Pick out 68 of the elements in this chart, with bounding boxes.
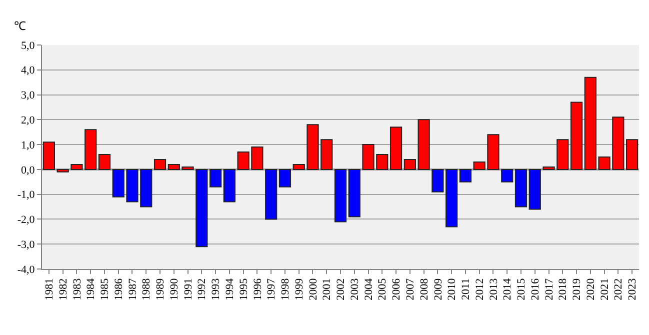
x-tick-label: 1981 (44, 278, 56, 300)
bar (278, 168, 292, 188)
x-tick-label: 1983 (71, 278, 84, 300)
x-tick-label: 2001 (321, 278, 334, 300)
x-tick-label: 2015 (516, 278, 528, 300)
y-tick-label: 5,0 (21, 40, 36, 52)
x-tick-label: 1995 (238, 278, 250, 300)
x-tick-label: 2014 (502, 278, 514, 300)
x-tick-label: 1991 (182, 278, 194, 300)
x-tick-label: 2010 (446, 278, 458, 300)
x-tick-label: 2012 (474, 278, 486, 300)
y-tick-label: 0,0 (21, 164, 36, 176)
y-tick-label: 2,0 (21, 114, 36, 127)
y-tick-label: 3,0 (21, 90, 36, 102)
x-tick-label: 1982 (57, 278, 70, 300)
x-tick-label: 2022 (612, 278, 625, 300)
bar (334, 168, 347, 222)
x-tick-label: 1993 (210, 278, 222, 300)
bar (626, 139, 638, 170)
y-tick-label: 1,0 (21, 139, 36, 152)
x-tick-label: 1984 (85, 278, 98, 300)
bar (98, 154, 111, 170)
x-tick-label: 2005 (376, 278, 389, 300)
bar (154, 158, 166, 170)
x-tick-label: 1988 (140, 278, 153, 300)
bar (570, 102, 583, 170)
bar (223, 168, 236, 202)
y-tick-label: 4,0 (21, 64, 36, 77)
x-tick-label: 2003 (348, 278, 361, 300)
x-tick-label: 2011 (460, 278, 472, 300)
x-tick-label: 1986 (112, 278, 125, 300)
x-tick-label: 1985 (99, 278, 112, 300)
x-tick-label: 1989 (154, 278, 167, 300)
x-tick-label: 2006 (390, 278, 403, 300)
bar (42, 142, 55, 170)
x-tick-label: 2023 (626, 278, 639, 300)
x-tick-label: 2013 (488, 278, 500, 300)
bar (390, 126, 402, 170)
x-tick-label: 2004 (362, 278, 375, 300)
x-tick-label: 2008 (418, 278, 430, 300)
x-tick-label: 2000 (307, 278, 320, 300)
x-tick-label: 1999 (293, 278, 306, 300)
x-tick-label: 2002 (335, 278, 348, 300)
y-tick-label: -4,0 (17, 264, 36, 276)
x-tick-label: 1990 (168, 278, 180, 300)
x-tick-label: 2019 (571, 278, 584, 300)
x-tick-label: 1992 (196, 278, 208, 300)
x-tick-label: 1998 (280, 278, 292, 300)
bar (514, 168, 528, 208)
x-tick-label: 1987 (126, 278, 139, 300)
bar (446, 168, 458, 228)
x-tick-label: 2009 (432, 278, 444, 300)
bar (404, 158, 416, 170)
x-tick-label: 2007 (404, 278, 416, 300)
y-tick-label: -1,0 (17, 189, 36, 202)
y-axis-title: ℃ (14, 19, 26, 33)
x-tick-label: 1997 (266, 278, 278, 300)
y-tick-label: -3,0 (17, 238, 36, 251)
bar (459, 168, 472, 182)
y-tick-label: -2,0 (17, 214, 36, 226)
x-tick-label: 2018 (557, 278, 570, 300)
x-tick-label: 2020 (584, 278, 597, 300)
x-tick-label: 2016 (529, 278, 542, 300)
x-tick-label: 2017 (543, 278, 556, 300)
x-tick-label: 1996 (252, 278, 264, 300)
x-tick-label: 1994 (224, 278, 236, 300)
bar (209, 168, 222, 188)
x-tick-label: 2021 (598, 278, 611, 300)
